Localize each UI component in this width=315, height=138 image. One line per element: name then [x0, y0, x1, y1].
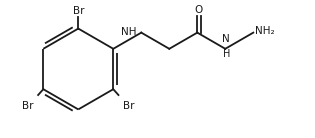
Text: NH₂: NH₂: [255, 26, 275, 36]
Text: NH: NH: [121, 26, 136, 37]
Text: O: O: [195, 6, 203, 15]
Text: Br: Br: [22, 100, 34, 111]
Text: Br: Br: [72, 6, 84, 16]
Text: H: H: [223, 49, 230, 59]
Text: N: N: [222, 34, 230, 44]
Text: Br: Br: [123, 100, 135, 111]
